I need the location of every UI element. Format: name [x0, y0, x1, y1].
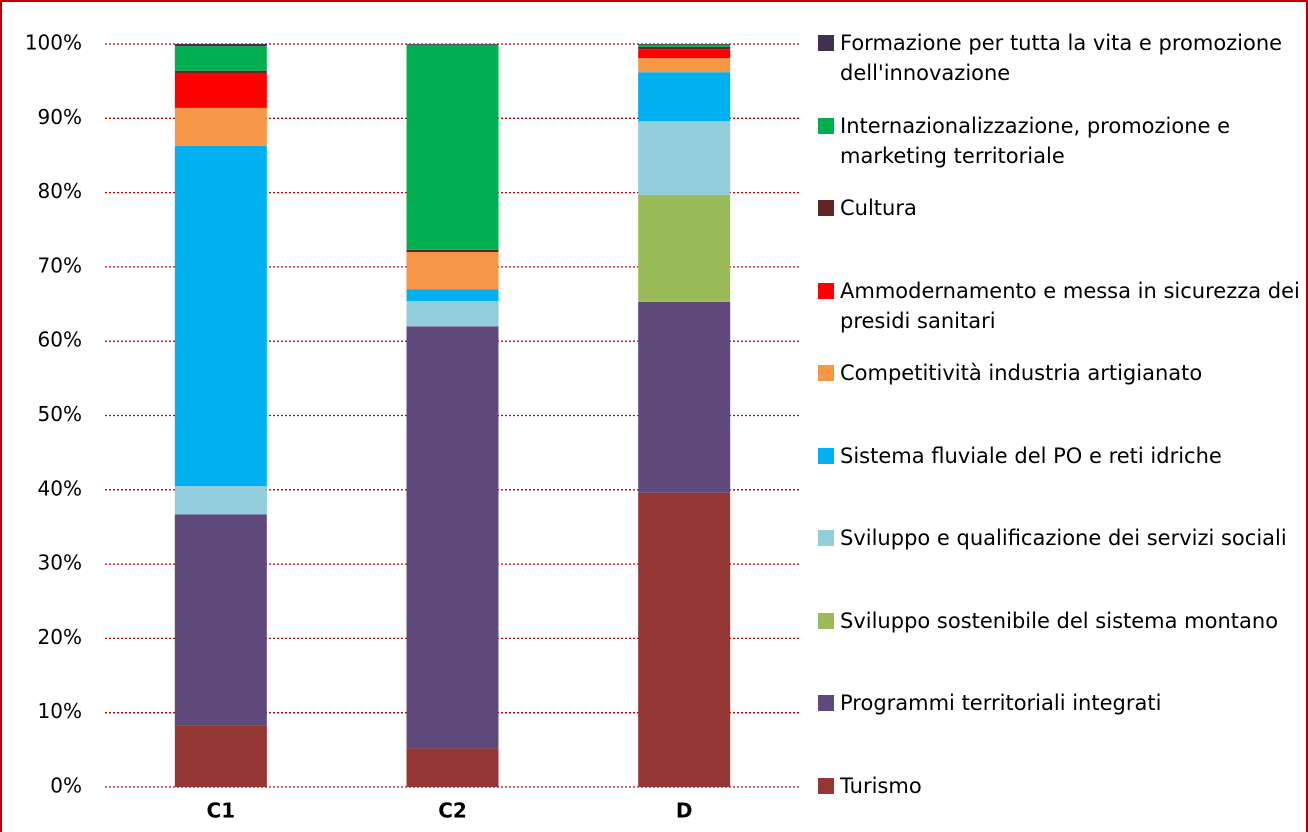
- bar-segment: [174, 514, 267, 726]
- bar-segment: [638, 49, 731, 59]
- bar-segment: [406, 249, 499, 253]
- bar-segment: [638, 58, 731, 73]
- bar-segment: [174, 107, 267, 146]
- bar-segment: [638, 492, 731, 787]
- bar-segment: [406, 44, 499, 45]
- bar-segment: [406, 44, 499, 250]
- y-tick-label: 50%: [38, 402, 82, 426]
- bar-segment: [406, 326, 499, 749]
- legend-swatch: [818, 365, 834, 381]
- legend-label: Competitività industria artigianato: [840, 361, 1203, 385]
- bar-segment: [638, 194, 731, 302]
- bar-segment: [638, 301, 731, 493]
- y-tick-label: 100%: [25, 31, 82, 55]
- bar-segment: [638, 121, 731, 195]
- legend-swatch: [818, 117, 834, 134]
- bar-segment: [174, 145, 267, 487]
- y-tick-label: 30%: [38, 551, 82, 575]
- y-tick-label: 70%: [38, 253, 82, 277]
- legend-label: Programmi territoriali integrati: [840, 691, 1162, 715]
- bar-segment: [174, 486, 267, 515]
- bar-segment: [406, 301, 499, 327]
- bar-segment: [406, 252, 499, 290]
- legend-swatch: [818, 200, 834, 216]
- y-tick-label: 60%: [38, 328, 82, 352]
- bar-segment: [406, 748, 499, 787]
- bar-segment: [638, 72, 731, 122]
- legend-label: Internazionalizzazione, promozione e mar…: [840, 113, 1231, 168]
- legend-label: Formazione per tutta la vita e promozion…: [840, 31, 1283, 85]
- legend-label: Cultura: [840, 196, 917, 220]
- legend-label: Sviluppo sostenibile del sistema montano: [840, 608, 1279, 633]
- legend-swatch: [818, 695, 834, 711]
- bar-segment: [638, 44, 731, 47]
- legend-label: Ammodernamento e messa in sicurezza dei …: [840, 278, 1300, 333]
- y-tick-label: 80%: [38, 179, 82, 203]
- y-tick-label: 10%: [38, 699, 82, 723]
- x-tick-label: D: [676, 799, 693, 823]
- y-tick-label: 40%: [38, 476, 82, 500]
- legend-swatch: [818, 447, 834, 464]
- bar-segment: [406, 289, 499, 302]
- legend-label: Sviluppo e qualificazione dei servizi so…: [840, 526, 1287, 550]
- bar-segment: [174, 44, 267, 47]
- legend-swatch: [818, 35, 834, 51]
- legend-swatch: [818, 282, 834, 299]
- y-tick-label: 0%: [50, 774, 82, 798]
- bar-segment: [174, 46, 267, 71]
- y-tick-label: 90%: [38, 105, 82, 129]
- bar-segment: [174, 72, 267, 108]
- bar-segment: [174, 725, 267, 787]
- y-tick-label: 20%: [38, 625, 82, 649]
- legend-swatch: [818, 530, 834, 546]
- legend-swatch: [818, 777, 834, 794]
- legend-swatch: [818, 612, 834, 629]
- bar-segment: [638, 46, 731, 50]
- bar-segment: [638, 44, 731, 45]
- legend-label: Sistema fluviale del PO e reti idriche: [840, 443, 1222, 468]
- x-tick-label: C2: [438, 799, 467, 823]
- legend-label: Turismo: [840, 773, 922, 798]
- bar-segment: [174, 70, 267, 73]
- x-tick-label: C1: [207, 799, 236, 823]
